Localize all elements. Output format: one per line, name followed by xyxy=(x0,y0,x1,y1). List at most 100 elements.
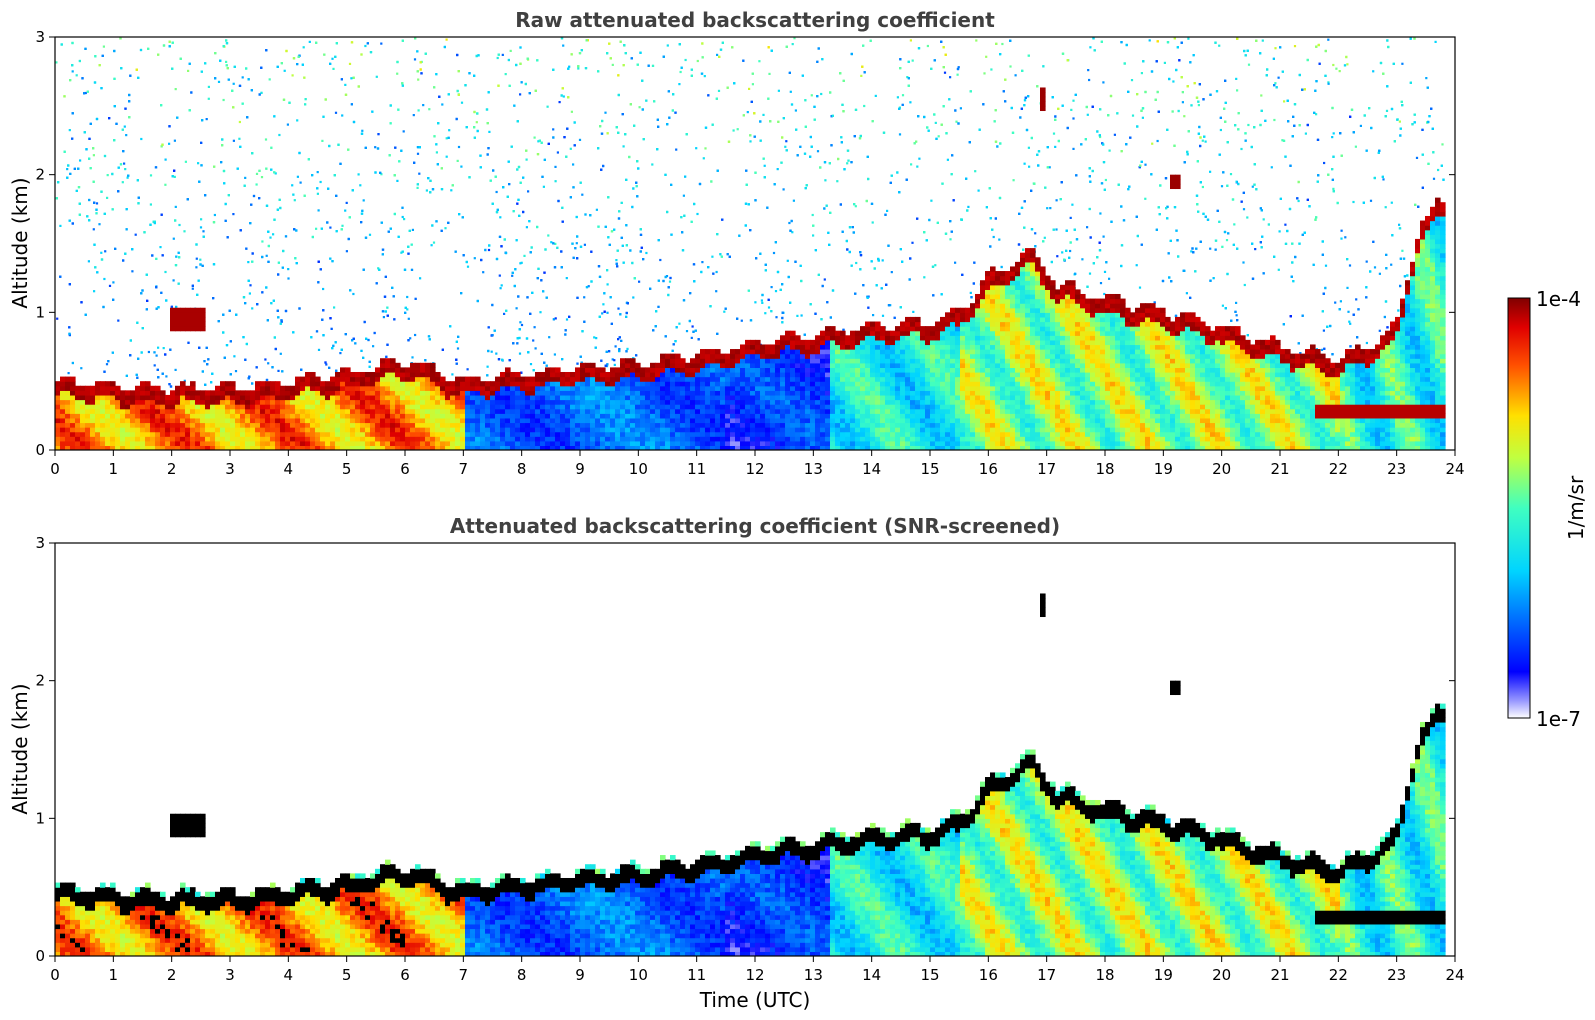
noise-speck xyxy=(787,275,790,279)
noise-speck xyxy=(545,296,548,299)
noise-speck xyxy=(638,280,641,283)
noise-speck xyxy=(113,77,116,80)
noise-speck xyxy=(533,326,536,329)
noise-speck xyxy=(1175,68,1178,72)
noise-speck xyxy=(782,188,785,191)
heatmap-cell xyxy=(55,399,61,405)
noise-speck xyxy=(1120,41,1123,44)
noise-speck xyxy=(301,63,304,66)
heatmap-cell xyxy=(65,422,71,428)
noise-speck xyxy=(1088,167,1091,170)
noise-speck xyxy=(1154,98,1157,101)
noise-speck xyxy=(1050,260,1053,264)
noise-speck xyxy=(801,74,804,77)
noise-speck xyxy=(416,50,419,53)
noise-speck xyxy=(265,49,268,52)
noise-speck xyxy=(901,94,905,97)
noise-speck xyxy=(738,234,741,237)
noise-speck xyxy=(238,84,242,87)
noise-speck xyxy=(200,70,203,73)
noise-speck xyxy=(495,211,499,214)
noise-speck xyxy=(719,48,723,51)
noise-speck xyxy=(532,369,535,372)
noise-speck xyxy=(71,64,74,67)
noise-speck xyxy=(247,261,250,264)
noise-speck xyxy=(631,261,634,265)
noise-speck xyxy=(611,358,614,361)
noise-speck xyxy=(384,310,387,313)
noise-speck xyxy=(957,122,960,125)
noise-speck xyxy=(1189,296,1192,299)
noise-speck xyxy=(593,336,596,339)
noise-speck xyxy=(959,107,962,110)
noise-speck xyxy=(761,301,764,304)
noise-speck xyxy=(821,58,824,61)
noise-speck xyxy=(159,246,162,249)
noise-speck xyxy=(273,336,276,339)
noise-speck xyxy=(465,126,468,129)
noise-speck xyxy=(419,61,422,64)
noise-speck xyxy=(487,248,491,252)
noise-speck xyxy=(310,336,313,339)
noise-speck xyxy=(407,317,410,320)
noise-speck xyxy=(1186,153,1189,156)
noise-speck xyxy=(156,368,159,371)
noise-speck xyxy=(1243,283,1246,287)
noise-speck xyxy=(1173,37,1176,40)
noise-speck xyxy=(1390,107,1394,111)
noise-speck xyxy=(949,220,952,223)
noise-speck xyxy=(177,251,180,254)
noise-speck xyxy=(441,103,444,106)
noise-speck xyxy=(86,215,89,218)
noise-speck xyxy=(633,124,636,127)
noise-speck xyxy=(249,284,252,287)
noise-speck xyxy=(742,59,745,62)
noise-speck xyxy=(1061,104,1064,107)
noise-speck xyxy=(1102,235,1105,238)
noise-speck xyxy=(187,341,190,344)
noise-speck xyxy=(1336,201,1339,205)
noise-speck xyxy=(414,297,417,300)
noise-speck xyxy=(374,146,377,149)
noise-speck xyxy=(445,155,448,158)
noise-speck xyxy=(968,141,971,144)
noise-speck xyxy=(867,177,870,181)
heatmap-cell xyxy=(70,445,76,450)
noise-speck xyxy=(866,296,869,299)
noise-speck xyxy=(950,230,953,233)
noise-speck xyxy=(1411,123,1414,126)
noise-speck xyxy=(146,299,149,302)
noise-speck xyxy=(577,67,580,70)
noise-speck xyxy=(728,255,731,258)
noise-speck xyxy=(410,243,413,246)
noise-speck xyxy=(351,339,354,342)
noise-speck xyxy=(87,260,90,263)
noise-speck xyxy=(492,169,495,172)
noise-speck xyxy=(872,314,875,317)
noise-speck xyxy=(695,147,698,150)
noise-speck xyxy=(473,110,476,114)
noise-speck xyxy=(926,44,929,48)
noise-speck xyxy=(517,198,520,201)
noise-speck xyxy=(518,328,521,331)
noise-speck xyxy=(691,325,694,328)
noise-speck xyxy=(948,98,951,101)
noise-speck xyxy=(996,145,999,148)
heatmap-cell xyxy=(60,390,66,396)
noise-speck xyxy=(106,196,109,199)
noise-speck xyxy=(265,204,269,207)
noise-speck xyxy=(866,155,869,158)
noise-speck xyxy=(1382,72,1385,75)
noise-speck xyxy=(1242,191,1245,194)
noise-speck xyxy=(319,180,322,184)
noise-speck xyxy=(1369,270,1372,273)
noise-speck xyxy=(1214,248,1217,251)
noise-speck xyxy=(201,119,204,122)
noise-speck xyxy=(831,114,834,117)
noise-speck xyxy=(424,52,427,55)
noise-speck xyxy=(195,266,198,269)
noise-speck xyxy=(1180,41,1183,44)
noise-speck xyxy=(1316,180,1319,183)
noise-speck xyxy=(538,139,541,142)
noise-speck xyxy=(804,125,807,128)
